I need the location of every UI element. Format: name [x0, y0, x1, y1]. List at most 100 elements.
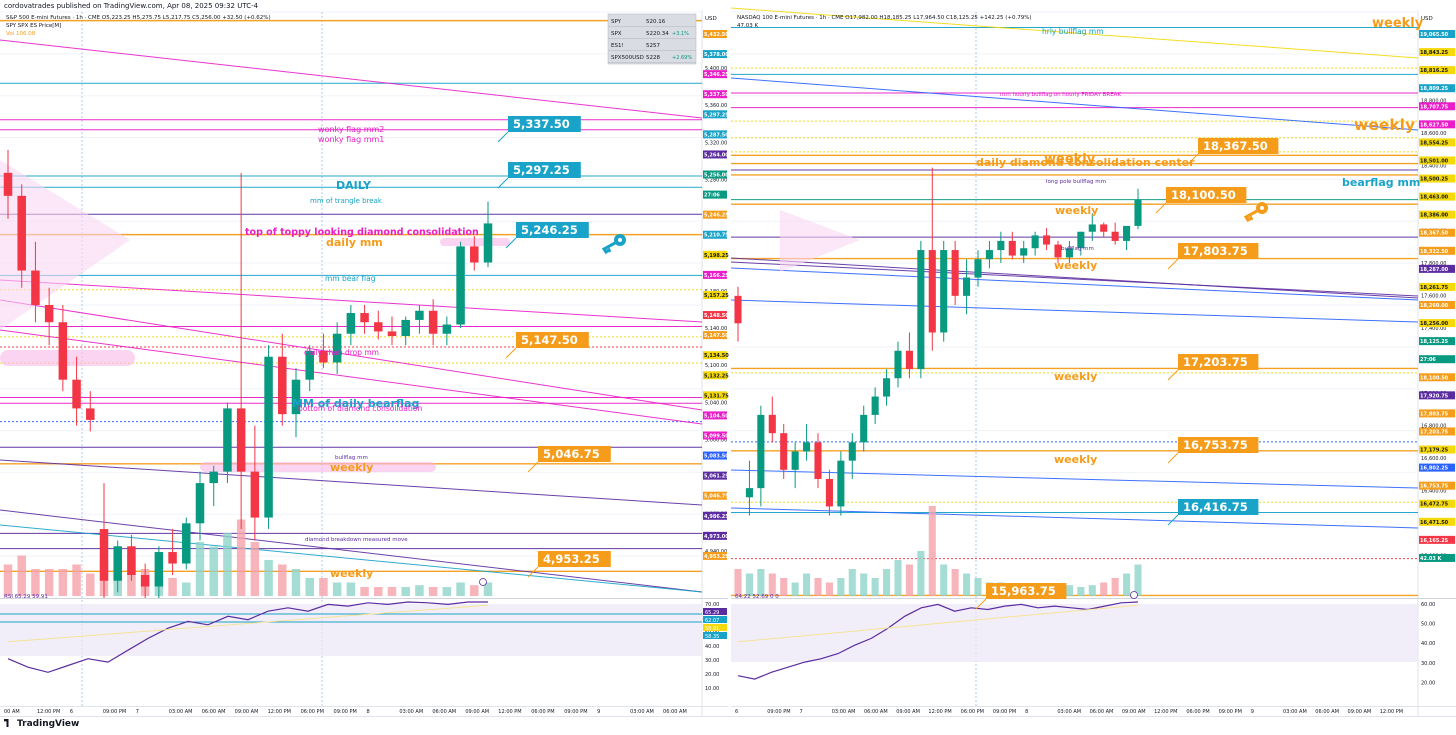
candle-body[interactable]	[442, 324, 452, 334]
candle-body[interactable]	[278, 356, 287, 415]
candle-body[interactable]	[360, 313, 369, 323]
candle-body[interactable]	[3, 172, 13, 196]
candle-body[interactable]	[168, 552, 177, 564]
candle-body[interactable]	[236, 408, 246, 472]
candle-body[interactable]	[332, 333, 342, 363]
price-callout[interactable]	[1178, 354, 1259, 370]
price-callout[interactable]	[516, 222, 589, 238]
candle-body[interactable]	[470, 246, 479, 263]
candle-body[interactable]	[264, 356, 273, 518]
candle-body[interactable]	[140, 575, 150, 587]
candle-body[interactable]	[837, 460, 845, 507]
candle-body[interactable]	[940, 250, 948, 333]
price-callout[interactable]	[1178, 243, 1259, 259]
candle-body[interactable]	[17, 195, 26, 271]
price-callout[interactable]	[508, 162, 581, 178]
candle-body[interactable]	[483, 223, 493, 263]
candle-body[interactable]	[127, 546, 136, 576]
candle-body[interactable]	[848, 442, 856, 461]
candle-body[interactable]	[374, 322, 383, 332]
price-callout[interactable]	[508, 116, 581, 132]
annotation-label: weekly	[1054, 370, 1097, 383]
candle-body[interactable]	[1111, 231, 1119, 241]
event-marker-icon[interactable]	[1130, 591, 1138, 599]
tradingview-logo[interactable]: TradingView	[4, 719, 79, 729]
candle-body[interactable]	[745, 488, 753, 498]
candle-body[interactable]	[346, 313, 356, 334]
candle-body[interactable]	[1134, 199, 1142, 226]
candle-body[interactable]	[209, 471, 218, 484]
candle-body[interactable]	[963, 277, 971, 296]
candle-body[interactable]	[428, 310, 438, 334]
candle-body[interactable]	[860, 414, 868, 443]
candle-body[interactable]	[894, 350, 902, 379]
price-callout[interactable]	[538, 551, 611, 567]
candle-body[interactable]	[734, 295, 742, 324]
price-callout[interactable]	[538, 446, 611, 462]
price-axis-tick: 18,400.00	[1421, 164, 1446, 170]
candle-body[interactable]	[1065, 248, 1073, 258]
candle-body[interactable]	[58, 322, 68, 380]
candle-body[interactable]	[113, 546, 122, 581]
candle-body[interactable]	[1020, 248, 1028, 256]
candle-body[interactable]	[1077, 231, 1085, 249]
price-callout[interactable]	[1198, 138, 1279, 154]
candle-body[interactable]	[319, 350, 328, 363]
candle-body[interactable]	[415, 310, 424, 320]
candle-body[interactable]	[905, 350, 913, 370]
price-callout[interactable]	[1178, 437, 1259, 453]
candle-body[interactable]	[72, 379, 81, 409]
candle-body[interactable]	[99, 529, 109, 581]
candle-body[interactable]	[1054, 244, 1062, 258]
candle-body[interactable]	[871, 396, 879, 415]
candle-body[interactable]	[291, 379, 301, 415]
time-axis-tick: 8	[1025, 709, 1028, 715]
candle-body[interactable]	[223, 408, 232, 472]
candle-body[interactable]	[803, 442, 811, 452]
event-marker-icon[interactable]	[479, 578, 487, 586]
candle-body[interactable]	[768, 414, 776, 434]
price-callout[interactable]	[986, 583, 1067, 599]
price-tag	[1419, 228, 1455, 237]
candle-body[interactable]	[997, 240, 1005, 251]
candle-body[interactable]	[305, 350, 314, 380]
candle-body[interactable]	[757, 414, 765, 489]
candle-body[interactable]	[401, 319, 410, 337]
price-callout[interactable]	[1166, 187, 1247, 203]
candle-body[interactable]	[814, 442, 822, 479]
candle-body[interactable]	[1088, 224, 1096, 232]
candle-body[interactable]	[1123, 225, 1131, 241]
charts-svg[interactable]: RSI 65.29 59.91 70.00 60.00 50.00 40.00 30.00…	[0, 0, 1456, 716]
candle-body[interactable]	[31, 270, 40, 305]
candle-body[interactable]	[928, 250, 936, 333]
candle-body[interactable]	[1031, 235, 1039, 249]
candle-body[interactable]	[387, 331, 397, 337]
candle-body[interactable]	[791, 451, 799, 470]
price-callout[interactable]	[516, 332, 589, 348]
rsi-value-tag-text: 58.35	[705, 634, 719, 640]
candle-body[interactable]	[917, 250, 925, 370]
candle-body[interactable]	[780, 433, 788, 470]
candle-body[interactable]	[250, 471, 260, 518]
candle-body[interactable]	[182, 523, 191, 564]
price-callout[interactable]	[1178, 499, 1259, 515]
time-axis-tick: 09:00 PM	[334, 709, 357, 715]
trend-line	[0, 279, 703, 323]
candle-body[interactable]	[154, 552, 164, 587]
candle-body[interactable]	[86, 408, 95, 420]
candle-body[interactable]	[974, 259, 982, 278]
candle-body[interactable]	[1008, 240, 1016, 256]
candle-body[interactable]	[985, 250, 993, 260]
panel-nq[interactable]: 64.22 52.69 0 0 60.00 50.00 40.00 30.00 20.00…	[730, 0, 1456, 716]
candle-body[interactable]	[1100, 224, 1108, 232]
candle-body[interactable]	[951, 250, 959, 296]
candle-body[interactable]	[1043, 235, 1051, 245]
candle-body[interactable]	[825, 478, 833, 507]
watchlist-table[interactable]: SPY 520.16 SPX 5220.34 +3.1% ES1! 5257SPX500US…	[607, 13, 697, 65]
candle-body[interactable]	[883, 378, 891, 397]
candle-body[interactable]	[44, 305, 54, 323]
candle-body[interactable]	[195, 483, 205, 524]
panel-es[interactable]: RSI 65.29 59.9170.0060.0050.0040.0030.00…	[0, 0, 729, 716]
candle-body[interactable]	[456, 246, 465, 325]
